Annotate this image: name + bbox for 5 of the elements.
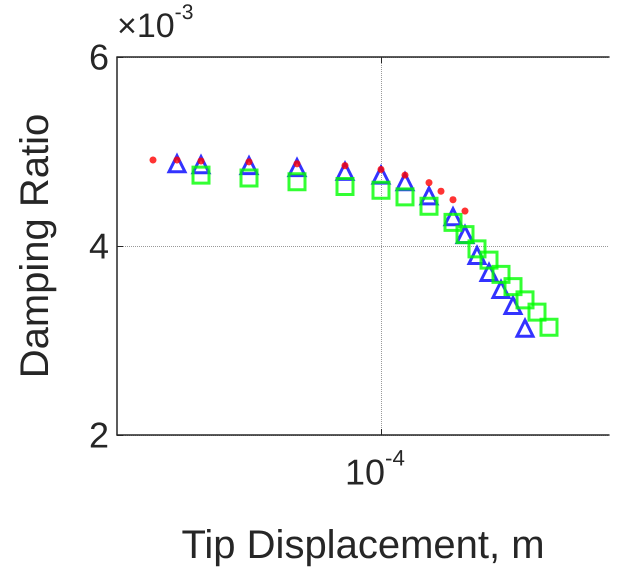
y-tick-label: 6 xyxy=(88,36,109,78)
y-tick-label: 2 xyxy=(88,414,109,456)
y-tick-label: 4 xyxy=(88,226,109,266)
y-axis-title: Damping Ratio xyxy=(13,114,57,378)
x-axis-title: Tip Displacement, m xyxy=(181,523,545,567)
